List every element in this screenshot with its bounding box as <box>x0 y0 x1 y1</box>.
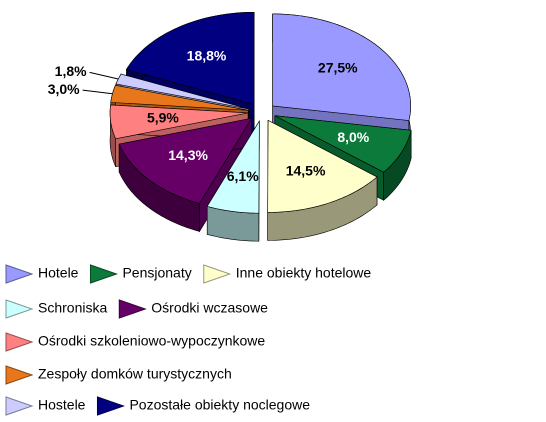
legend-label: Pensjonaty <box>122 265 191 281</box>
legend-swatch <box>204 265 230 283</box>
pie <box>110 12 411 241</box>
legend-label: Inne obiekty hotelowe <box>236 265 372 281</box>
legend: Hotele Pensjonaty Inne obiekty hotelowe Sch… <box>6 265 371 415</box>
legend-swatch <box>90 265 116 283</box>
data-label: 8,0% <box>337 129 369 145</box>
legend-swatch <box>6 265 32 283</box>
leader-line <box>90 72 119 79</box>
data-label: 14,3% <box>168 147 208 163</box>
data-label: 27,5% <box>318 60 358 76</box>
data-label: 3,0% <box>48 81 80 97</box>
data-label: 5,9% <box>147 109 179 125</box>
legend-label: Pozostałe obiekty noclegowe <box>129 397 310 413</box>
legend-swatch <box>6 366 32 384</box>
legend-label: Hostele <box>38 397 86 413</box>
data-label: 18,8% <box>187 48 227 64</box>
legend-swatch <box>6 397 32 415</box>
legend-label: Schroniska <box>38 300 107 316</box>
legend-swatch <box>119 300 145 318</box>
legend-label: Zespoły domków turystycznych <box>38 366 232 382</box>
data-label: 14,5% <box>286 162 326 178</box>
data-label: 1,8% <box>55 63 87 79</box>
data-label: 6,1% <box>227 168 259 184</box>
leader-line <box>83 90 113 94</box>
legend-label: Ośrodki szkoleniowo-wypoczynkowe <box>38 333 265 349</box>
legend-swatch <box>6 300 32 318</box>
legend-label: Ośrodki wczasowe <box>151 300 268 316</box>
legend-swatch <box>97 397 123 415</box>
legend-label: Hotele <box>38 265 79 281</box>
legend-swatch <box>6 333 32 351</box>
